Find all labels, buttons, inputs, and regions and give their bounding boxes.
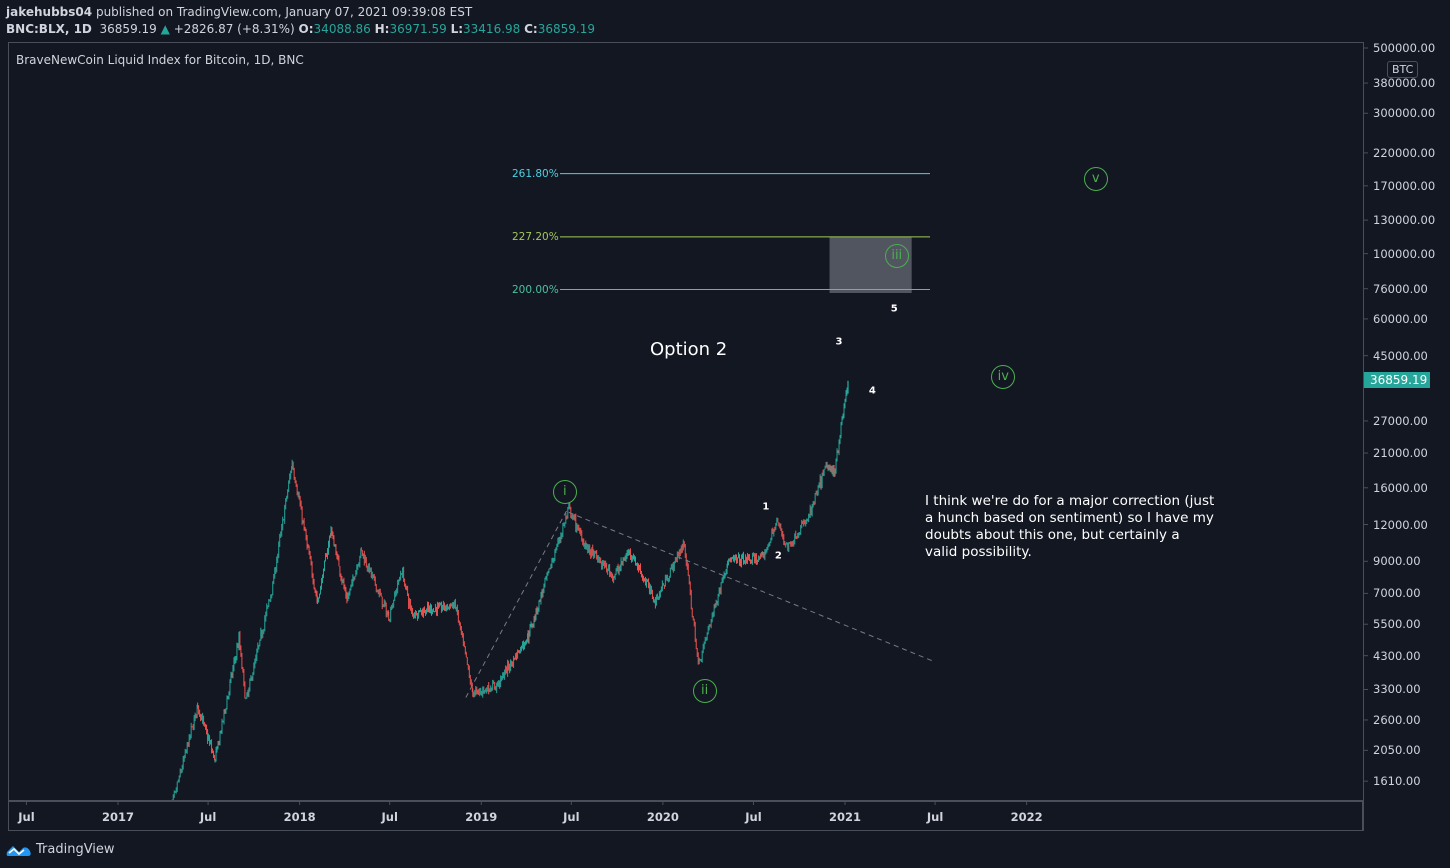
fib-level-label: 200.00% bbox=[512, 283, 559, 296]
author[interactable]: jakehubbs04 bbox=[6, 5, 93, 19]
low-value: 33416.98 bbox=[463, 22, 521, 36]
publish-line: jakehubbs04 published on TradingView.com… bbox=[6, 5, 472, 19]
fib-level-label: 261.80% bbox=[512, 167, 559, 180]
last-price-label: 36859.19 bbox=[1364, 372, 1430, 388]
y-tick-label: 4300.00 bbox=[1373, 648, 1421, 663]
y-tick-label: 12000.00 bbox=[1373, 517, 1428, 532]
o-label: O: bbox=[298, 22, 314, 36]
wave-label-v[interactable]: v bbox=[1083, 166, 1108, 191]
chart-title: BraveNewCoin Liquid Index for Bitcoin, 1… bbox=[16, 53, 304, 67]
trendline bbox=[465, 506, 570, 698]
y-tick-label: 7000.00 bbox=[1373, 586, 1421, 601]
x-tick-label: 2020 bbox=[646, 810, 679, 824]
up-arrow-icon: ▲ bbox=[160, 22, 170, 36]
y-tick-label: 380000.00 bbox=[1373, 76, 1436, 91]
tradingview-logo[interactable]: TradingView bbox=[6, 842, 115, 857]
x-tick-label: Jul bbox=[381, 810, 398, 824]
currency-badge: BTC bbox=[1387, 61, 1419, 78]
tradingview-cloud-icon bbox=[6, 845, 31, 856]
note-text: I think we're do for a major correction … bbox=[925, 493, 1215, 560]
y-tick-label: 3300.00 bbox=[1373, 682, 1421, 697]
subwave-label[interactable]: 3 bbox=[835, 336, 843, 348]
y-tick-label: 2600.00 bbox=[1373, 712, 1421, 727]
y-tick-label: 170000.00 bbox=[1373, 178, 1436, 193]
fib-level-label: 227.20% bbox=[512, 230, 559, 243]
y-tick-label: 500000.00 bbox=[1373, 41, 1436, 55]
x-tick-label: 2022 bbox=[1010, 810, 1043, 824]
high-value: 36971.59 bbox=[389, 22, 447, 36]
y-tick-label: 5500.00 bbox=[1373, 617, 1421, 632]
y-tick-label: 2050.00 bbox=[1373, 743, 1421, 758]
x-tick-label: Jul bbox=[745, 810, 762, 824]
subwave-label[interactable]: 2 bbox=[774, 550, 782, 562]
y-tick-label: 76000.00 bbox=[1373, 281, 1428, 296]
y-tick-label: 45000.00 bbox=[1373, 348, 1428, 363]
y-tick-label: 21000.00 bbox=[1373, 446, 1428, 461]
x-tick-label: 2019 bbox=[465, 810, 498, 824]
option-label: Option 2 bbox=[650, 339, 728, 360]
wave-label-i[interactable]: i bbox=[552, 479, 577, 504]
y-tick-label: 60000.00 bbox=[1373, 311, 1428, 326]
x-tick-label: 2018 bbox=[283, 810, 316, 824]
price-axis-border bbox=[1363, 42, 1364, 831]
open-value: 34088.86 bbox=[313, 22, 371, 36]
symbol: BNC:BLX, 1D bbox=[6, 22, 92, 36]
y-tick-label: 9000.00 bbox=[1373, 554, 1421, 569]
y-tick-label: 27000.00 bbox=[1373, 413, 1428, 428]
x-tick-label: Jul bbox=[199, 810, 217, 824]
subwave-label[interactable]: 4 bbox=[868, 385, 876, 397]
y-tick-label: 100000.00 bbox=[1373, 246, 1436, 261]
y-tick-label: 300000.00 bbox=[1373, 106, 1436, 121]
ohlc-line: BNC:BLX, 1D 36859.19 ▲ +2826.87 (+8.31%)… bbox=[6, 22, 595, 36]
subwave-label[interactable]: 5 bbox=[890, 303, 898, 315]
y-tick-label: 130000.00 bbox=[1373, 213, 1436, 228]
x-tick-label: Jul bbox=[926, 810, 944, 824]
time-axis[interactable] bbox=[8, 801, 1363, 831]
trendline bbox=[568, 511, 935, 663]
l-label: L: bbox=[450, 22, 464, 36]
c-label: C: bbox=[524, 22, 538, 36]
wave-label-ii[interactable]: ii bbox=[692, 679, 717, 704]
price: 36859.19 bbox=[99, 22, 157, 36]
x-tick-label: 2021 bbox=[828, 810, 862, 824]
brand-name: TradingView bbox=[36, 842, 115, 857]
subwave-label[interactable]: 1 bbox=[762, 501, 770, 513]
x-tick-label: Jul bbox=[563, 810, 580, 824]
h-label: H: bbox=[374, 22, 390, 36]
wave-label-iii[interactable]: iii bbox=[884, 244, 909, 269]
close-value: 36859.19 bbox=[537, 22, 595, 36]
wave-label-iv[interactable]: iv bbox=[991, 365, 1016, 390]
x-tick-label: 2017 bbox=[101, 810, 135, 824]
y-tick-label: 1610.00 bbox=[1373, 774, 1421, 789]
y-tick-label: 220000.00 bbox=[1373, 145, 1436, 160]
publish-info: published on TradingView.com, January 07… bbox=[95, 5, 473, 19]
chart-pane[interactable] bbox=[8, 42, 1363, 801]
x-tick-label: Jul bbox=[18, 810, 35, 824]
y-tick-label: 16000.00 bbox=[1373, 480, 1428, 495]
change: +2826.87 (+8.31%) bbox=[173, 22, 295, 36]
